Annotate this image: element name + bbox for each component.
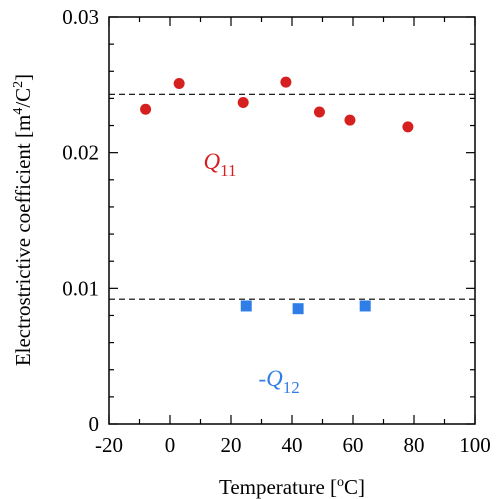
x-tick-label: 80 bbox=[404, 433, 425, 457]
point-q12 bbox=[240, 300, 252, 312]
x-tick-label: 100 bbox=[459, 433, 491, 457]
data-points bbox=[140, 76, 414, 315]
y-tick-label: 0 bbox=[89, 412, 100, 436]
point-q11 bbox=[313, 106, 325, 118]
reference-lines bbox=[109, 93, 475, 300]
series-annotation: Q11 bbox=[204, 149, 237, 180]
point-q11 bbox=[280, 76, 292, 88]
x-tick-label: 60 bbox=[343, 433, 364, 457]
x-axis-title: Temperature [oC] bbox=[219, 475, 365, 499]
point-q11 bbox=[140, 103, 152, 115]
point-q11 bbox=[344, 114, 356, 126]
y-tick-label: 0.03 bbox=[62, 5, 99, 29]
x-tick-label: 0 bbox=[165, 433, 176, 457]
x-tick-label: 40 bbox=[282, 433, 303, 457]
y-axis-title: Electrostrictive coefficient [m4/C2] bbox=[11, 74, 35, 366]
x-tick-label: -20 bbox=[95, 433, 123, 457]
series-annotation: -Q12 bbox=[258, 366, 299, 397]
point-q12 bbox=[359, 300, 371, 312]
annotations: Q11 -Q12 bbox=[204, 149, 300, 397]
x-tick-label: 20 bbox=[221, 433, 242, 457]
axis-ticks bbox=[108, 16, 476, 425]
y-tick-label: 0.01 bbox=[62, 276, 99, 300]
plot-frame bbox=[108, 16, 476, 425]
point-q12 bbox=[292, 303, 304, 315]
point-q11 bbox=[173, 77, 185, 89]
point-q11 bbox=[402, 121, 414, 133]
point-q11 bbox=[237, 96, 249, 108]
y-tick-label: 0.02 bbox=[62, 141, 99, 165]
